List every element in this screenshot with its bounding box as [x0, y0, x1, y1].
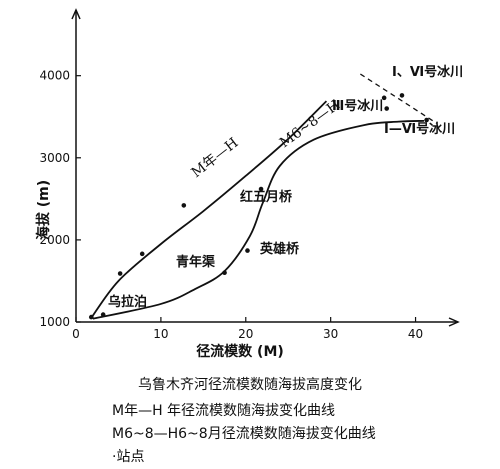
- label-yingxiongqiao: 英雄桥: [259, 241, 300, 257]
- y-axis-arrow: [71, 8, 81, 20]
- x-tick-label: 0: [72, 327, 80, 341]
- y-tick-label: 1000: [39, 315, 70, 329]
- caption-line-1: M年—H 年径流模数随海拔变化曲线: [112, 403, 336, 419]
- label-glacier-3: Ⅲ号冰川: [332, 98, 383, 114]
- label-qingnianqu: 青年渠: [176, 254, 216, 270]
- x-tick-label: 10: [153, 327, 168, 341]
- station-point: [399, 93, 405, 98]
- x-tick-label: 20: [238, 327, 253, 341]
- glacier-dashed-line: [360, 73, 438, 124]
- station-point: [181, 203, 187, 208]
- curve-summer: [92, 119, 425, 320]
- station-point: [245, 248, 250, 253]
- x-tick-label: 30: [323, 327, 338, 341]
- label-glacier-1-6-a: Ⅰ、Ⅵ号冰川: [392, 64, 463, 80]
- y-tick-label: 3000: [39, 151, 70, 165]
- label-glacier-1-6-b: Ⅰ—Ⅵ号冰川: [384, 121, 455, 137]
- label-hongwuyueqiao: 红五月桥: [240, 189, 293, 205]
- x-axis-label: 径流模数 (M): [196, 343, 284, 360]
- x-tick-label: 40: [408, 327, 423, 341]
- annotations: 乌拉泊 青年渠 英雄桥 红五月桥 Ⅲ号冰川 Ⅰ、Ⅵ号冰川 Ⅰ—Ⅵ号冰川 M年—H…: [35, 64, 463, 360]
- station-point: [258, 186, 264, 192]
- label-curve-annual: M年—H: [189, 135, 242, 181]
- station-point: [100, 312, 106, 317]
- caption-line-2: M6~8—H6~8月径流模数随海拔变化曲线: [112, 426, 376, 442]
- station-point: [222, 270, 227, 276]
- y-tick-label: 2000: [39, 233, 70, 247]
- station-point: [88, 314, 94, 320]
- caption-title: 乌鲁木齐河径流模数随海拔高度变化: [138, 377, 362, 393]
- station-point: [384, 106, 389, 111]
- station-point: [424, 117, 429, 123]
- label-wulabo: 乌拉泊: [108, 294, 147, 310]
- station-point: [117, 271, 123, 276]
- curve-annual: [90, 100, 328, 319]
- y-axis-label: 海拔 (m): [35, 180, 52, 240]
- y-tick-label: 4000: [39, 69, 70, 83]
- station-point: [381, 95, 387, 101]
- station-points: [88, 93, 429, 320]
- station-point: [139, 251, 145, 257]
- caption-line-3: ·站点: [112, 449, 145, 465]
- x-axis-arrow: [448, 317, 460, 327]
- curves: [90, 73, 438, 320]
- axes: 0 10 20 30 40 1000 2000 3000 4000: [39, 8, 460, 341]
- label-curve-summer: M6~8—H: [277, 97, 343, 151]
